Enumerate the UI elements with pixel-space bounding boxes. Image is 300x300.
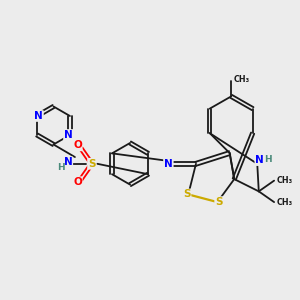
Text: O: O xyxy=(73,177,82,187)
Text: CH₃: CH₃ xyxy=(234,75,250,84)
Text: N: N xyxy=(164,159,173,169)
Text: S: S xyxy=(88,159,95,169)
Text: N: N xyxy=(64,130,73,140)
Text: N: N xyxy=(64,157,72,167)
Text: N: N xyxy=(34,111,43,121)
Text: S: S xyxy=(183,189,190,200)
Text: S: S xyxy=(215,197,223,207)
Text: O: O xyxy=(73,140,82,150)
Text: CH₃: CH₃ xyxy=(277,198,293,207)
Text: N: N xyxy=(255,155,264,165)
Text: H: H xyxy=(57,163,64,172)
Text: CH₃: CH₃ xyxy=(277,176,293,185)
Text: H: H xyxy=(264,155,272,164)
